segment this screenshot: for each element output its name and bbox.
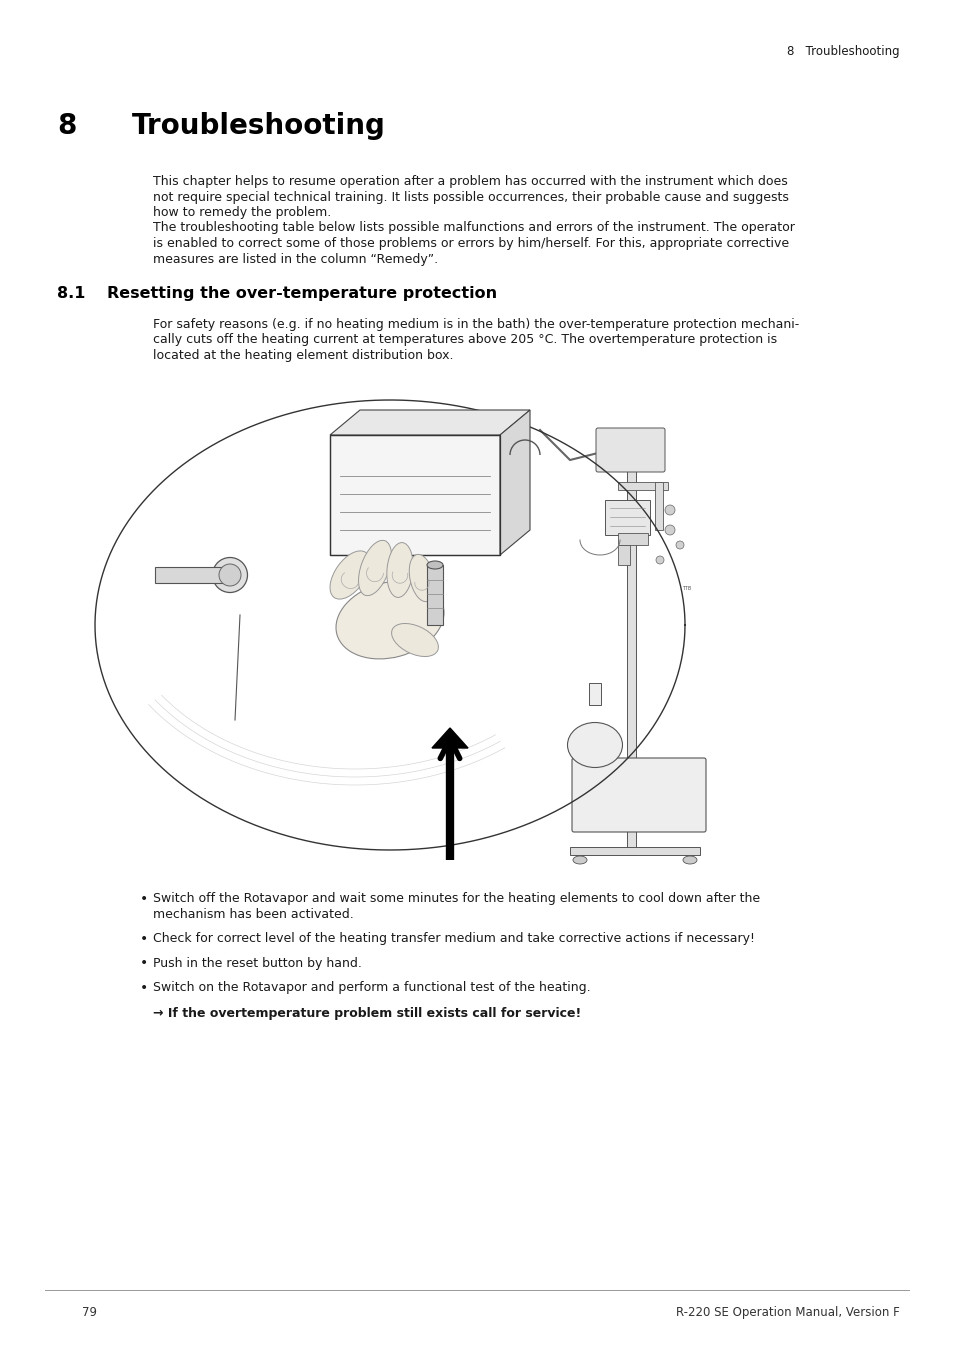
- Ellipse shape: [409, 555, 435, 602]
- FancyBboxPatch shape: [596, 428, 664, 472]
- Ellipse shape: [358, 540, 391, 595]
- Text: 8   Troubleshooting: 8 Troubleshooting: [786, 46, 899, 58]
- Bar: [330, 435, 499, 555]
- Bar: [604, 500, 649, 535]
- Text: 8: 8: [57, 112, 76, 140]
- Text: R-220 SE Operation Manual, Version F: R-220 SE Operation Manual, Version F: [676, 1305, 899, 1319]
- Text: mechanism has been activated.: mechanism has been activated.: [152, 907, 354, 921]
- Text: Troubleshooting: Troubleshooting: [132, 112, 385, 140]
- Bar: [618, 533, 647, 545]
- Circle shape: [676, 541, 683, 549]
- Bar: [427, 566, 442, 625]
- Text: This chapter helps to resume operation after a problem has occurred with the ins: This chapter helps to resume operation a…: [152, 176, 787, 188]
- Bar: [330, 435, 499, 555]
- Bar: [618, 482, 667, 490]
- Circle shape: [664, 525, 675, 535]
- Bar: [588, 683, 600, 705]
- Text: Resetting the over-temperature protection: Resetting the over-temperature protectio…: [107, 286, 497, 301]
- Circle shape: [664, 505, 675, 514]
- Ellipse shape: [330, 551, 370, 599]
- Bar: [655, 482, 662, 531]
- Text: •: •: [140, 892, 148, 906]
- Ellipse shape: [427, 562, 442, 568]
- Polygon shape: [330, 410, 530, 435]
- Text: •: •: [140, 957, 148, 971]
- Text: •: •: [140, 981, 148, 995]
- Circle shape: [656, 556, 663, 564]
- Text: Switch on the Rotavapor and perform a functional test of the heating.: Switch on the Rotavapor and perform a fu…: [152, 981, 590, 994]
- Text: TTB: TTB: [681, 586, 691, 591]
- Bar: [569, 846, 700, 855]
- FancyBboxPatch shape: [572, 757, 705, 832]
- Text: cally cuts off the heating current at temperatures above 205 °C. The overtempera: cally cuts off the heating current at te…: [152, 333, 777, 347]
- Text: Switch off the Rotavapor and wait some minutes for the heating elements to cool : Switch off the Rotavapor and wait some m…: [152, 892, 760, 904]
- Bar: [618, 545, 629, 566]
- Text: 79: 79: [82, 1305, 97, 1319]
- Text: 8.1: 8.1: [57, 286, 85, 301]
- Polygon shape: [499, 410, 530, 555]
- Text: is enabled to correct some of those problems or errors by him/herself. For this,: is enabled to correct some of those prob…: [152, 238, 788, 250]
- Ellipse shape: [391, 624, 438, 656]
- Text: •: •: [140, 931, 148, 946]
- Text: measures are listed in the column “Remedy”.: measures are listed in the column “Remed…: [152, 252, 437, 266]
- Ellipse shape: [682, 856, 697, 864]
- Bar: [154, 567, 230, 583]
- Ellipse shape: [219, 564, 241, 586]
- Ellipse shape: [335, 580, 443, 659]
- Text: Push in the reset button by hand.: Push in the reset button by hand.: [152, 957, 361, 969]
- Polygon shape: [432, 728, 468, 748]
- Text: located at the heating element distribution box.: located at the heating element distribut…: [152, 350, 453, 362]
- Text: → If the overtemperature problem still exists call for service!: → If the overtemperature problem still e…: [152, 1007, 580, 1021]
- Ellipse shape: [213, 558, 247, 593]
- Ellipse shape: [573, 856, 586, 864]
- Ellipse shape: [567, 722, 622, 768]
- Text: how to remedy the problem.: how to remedy the problem.: [152, 207, 331, 219]
- Bar: [626, 431, 636, 855]
- Text: not require special technical training. It lists possible occurrences, their pro: not require special technical training. …: [152, 190, 788, 204]
- Text: Check for correct level of the heating transfer medium and take corrective actio: Check for correct level of the heating t…: [152, 931, 754, 945]
- Text: The troubleshooting table below lists possible malfunctions and errors of the in: The troubleshooting table below lists po…: [152, 221, 794, 235]
- Ellipse shape: [386, 543, 413, 598]
- Text: For safety reasons (e.g. if no heating medium is in the bath) the over-temperatu: For safety reasons (e.g. if no heating m…: [152, 319, 799, 331]
